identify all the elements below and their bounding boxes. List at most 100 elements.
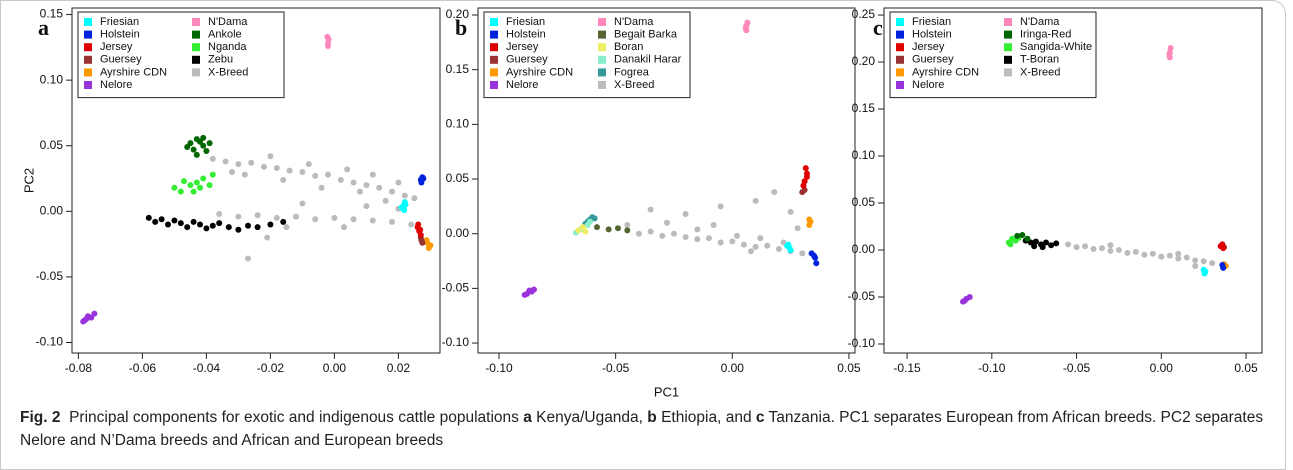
- point: [171, 184, 178, 191]
- y-tick-label: 0.05: [40, 138, 64, 152]
- point: [245, 255, 251, 262]
- point: [1220, 264, 1227, 271]
- legend-swatch: [896, 68, 904, 77]
- point: [663, 219, 670, 226]
- point: [280, 218, 287, 225]
- point: [190, 218, 197, 225]
- point: [682, 233, 689, 240]
- point: [267, 153, 274, 160]
- legend-label: Friesian: [506, 16, 545, 28]
- legend-swatch: [598, 81, 606, 89]
- point: [1158, 253, 1165, 260]
- point: [794, 225, 801, 232]
- y-tick-label: 0.15: [40, 7, 64, 21]
- point: [775, 246, 782, 253]
- point: [800, 182, 807, 189]
- point: [216, 220, 223, 227]
- point: [312, 216, 319, 223]
- legend-swatch: [490, 18, 498, 26]
- point: [181, 178, 187, 185]
- point: [747, 248, 754, 255]
- y-tick-label: 0.00: [40, 203, 64, 217]
- x-axis-label: PC1: [654, 384, 679, 399]
- x-tick-label: -0.10: [978, 361, 1006, 375]
- legend-label: N'Dama: [208, 16, 248, 28]
- y-tick-label: 0.10: [40, 72, 64, 86]
- point: [1209, 260, 1216, 267]
- point: [1039, 244, 1046, 251]
- point: [280, 176, 287, 183]
- legend-swatch: [84, 43, 92, 52]
- point: [369, 171, 376, 178]
- point: [216, 210, 223, 217]
- legend-label: Holstein: [100, 29, 140, 41]
- point: [382, 197, 389, 204]
- y-tick-label: -0.05: [442, 281, 470, 295]
- point: [305, 161, 312, 168]
- x-tick-label: 0.05: [1234, 361, 1258, 375]
- y-tick-label: -0.10: [442, 335, 470, 349]
- legend-swatch: [192, 30, 200, 39]
- legend-swatch: [84, 18, 92, 26]
- point: [229, 168, 235, 175]
- point: [787, 208, 794, 215]
- point: [293, 213, 299, 220]
- point: [197, 221, 203, 228]
- figure: -0.10 -0.05 0.00 0.05 0.10 0.15 -0.08 -0.06 -0.0…: [21, 7, 1263, 399]
- caption-run: c: [755, 409, 765, 426]
- point: [324, 33, 331, 40]
- point: [733, 232, 740, 239]
- x-tick-label: -0.02: [257, 361, 285, 375]
- point: [740, 241, 747, 248]
- point: [1019, 231, 1026, 238]
- y-axis-label: PC2: [21, 168, 36, 193]
- x-tick-label: -0.05: [602, 361, 630, 375]
- point: [248, 159, 255, 166]
- point: [744, 19, 751, 26]
- point: [401, 192, 408, 199]
- point: [670, 230, 677, 237]
- point: [235, 161, 242, 168]
- point: [203, 147, 210, 154]
- point: [961, 297, 968, 304]
- x-tick-label: -0.05: [1063, 361, 1091, 375]
- y-tick-label: 0.10: [852, 148, 876, 162]
- point: [806, 216, 813, 223]
- legend-swatch: [598, 68, 606, 77]
- legend-label: Fogrea: [614, 66, 650, 78]
- legend-label: Guersey: [506, 54, 548, 66]
- legend-label: Holstein: [506, 29, 546, 41]
- point: [1220, 245, 1227, 252]
- y-tick-label: 0.10: [446, 117, 470, 131]
- legend-label: Danakil Harar: [614, 54, 682, 66]
- legend-label: Guersey: [912, 54, 954, 66]
- point: [395, 179, 402, 186]
- legend-label: Ankole: [208, 29, 242, 41]
- x-tick-label: 0.05: [837, 361, 861, 375]
- point: [575, 227, 582, 234]
- point: [187, 182, 194, 189]
- legend-label: Sangida-White: [1020, 41, 1092, 53]
- point: [521, 291, 528, 298]
- legend-swatch: [490, 81, 498, 89]
- point: [80, 318, 87, 325]
- legend-label: X-Breed: [614, 79, 654, 91]
- point: [222, 158, 229, 165]
- point: [647, 228, 654, 235]
- point: [1201, 270, 1208, 277]
- legend-label: X-Breed: [208, 66, 248, 78]
- x-tick-label: -0.04: [193, 361, 221, 375]
- point: [337, 176, 344, 183]
- legend-swatch: [192, 68, 200, 77]
- point: [254, 224, 261, 231]
- point: [705, 235, 712, 242]
- legend-label: Holstein: [912, 29, 952, 41]
- point: [206, 182, 213, 189]
- point: [193, 179, 200, 186]
- point: [757, 235, 764, 242]
- point: [1175, 250, 1182, 257]
- point: [614, 225, 621, 232]
